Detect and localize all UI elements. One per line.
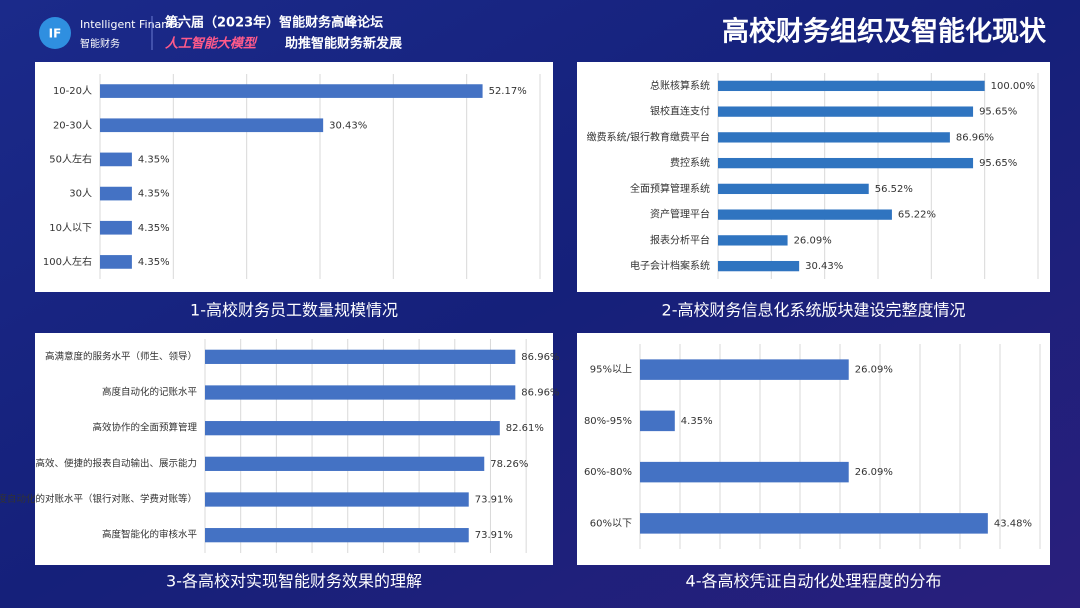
category-label: 高度自动化的对账水平（银行对账、学费对账等）: [0, 493, 197, 505]
value-label: 95.65%: [979, 107, 1017, 118]
bar: [205, 385, 516, 400]
category-label: 10人以下: [49, 222, 92, 234]
category-label: 60%以下: [590, 518, 632, 529]
slogan: 助推智能财务新发展: [285, 36, 403, 52]
bar: [718, 183, 869, 195]
bar: [718, 157, 974, 169]
value-label: 26.09%: [794, 235, 832, 246]
value-label: 86.96%: [521, 388, 559, 399]
category-label: 50人左右: [49, 152, 92, 165]
value-label: 43.48%: [994, 518, 1032, 529]
chart-caption: 2-高校财务信息化系统版块建设完整度情况: [662, 301, 966, 320]
category-label: 高效协作的全面预算管理: [92, 422, 197, 434]
bar: [718, 106, 974, 117]
bar: [100, 118, 324, 133]
bar: [640, 410, 675, 432]
category-label: 总账核算系统: [650, 79, 710, 92]
value-label: 65.22%: [898, 210, 936, 221]
bar: [640, 513, 988, 534]
value-label: 26.09%: [855, 467, 893, 478]
category-label: 100人左右: [43, 255, 92, 268]
value-label: 100.00%: [991, 81, 1036, 92]
category-label: 报表分析平台: [650, 233, 710, 246]
chart-caption: 3-各高校对实现智能财务效果的理解: [166, 572, 422, 591]
bar: [718, 80, 985, 92]
category-label: 电子会计档案系统: [630, 259, 710, 272]
bar: [718, 235, 788, 246]
category-label: 20-30人: [53, 119, 92, 131]
bar: [205, 528, 469, 543]
bar: [205, 492, 469, 507]
bar: [205, 349, 516, 364]
bar: [100, 186, 132, 201]
bar: [100, 255, 132, 269]
chart-panel: [577, 62, 1050, 292]
category-label: 高度自动化的记账水平: [102, 386, 198, 398]
value-label: 30.43%: [329, 120, 367, 131]
bar: [718, 209, 892, 220]
bar: [100, 220, 132, 235]
value-label: 4.35%: [138, 223, 170, 234]
value-label: 4.35%: [138, 154, 170, 165]
category-label: 全面预算管理系统: [630, 182, 710, 195]
category-label: 10-20人: [53, 85, 92, 97]
category-label: 60%-80%: [584, 467, 632, 478]
bar: [718, 132, 950, 143]
value-label: 73.91%: [475, 530, 513, 541]
category-label: 高满意度的服务水平（师生、领导）: [45, 350, 197, 362]
value-label: 4.35%: [138, 257, 170, 268]
value-label: 26.09%: [855, 365, 893, 376]
bar: [100, 84, 483, 98]
value-label: 4.35%: [681, 416, 713, 427]
category-label: 银校直连支付: [650, 105, 710, 118]
slogan-art: 人工智能大模型: [165, 36, 258, 52]
value-label: 86.96%: [956, 132, 994, 143]
category-label: 资产管理平台: [650, 208, 710, 221]
event-name: 第六届（2023年）智能财务高峰论坛: [165, 15, 383, 31]
value-label: 73.91%: [475, 495, 513, 506]
category-label: 30人: [69, 188, 92, 200]
brand-en: Intelligent Finance: [80, 18, 181, 31]
bar: [100, 152, 132, 167]
brand-cn: 智能财务: [80, 37, 120, 50]
value-label: 95.65%: [979, 158, 1017, 169]
bar: [640, 461, 849, 483]
value-label: 82.61%: [506, 423, 544, 434]
category-label: 高效、便捷的报表自动输出、展示能力: [35, 457, 197, 469]
chart-panel: [35, 333, 553, 565]
value-label: 56.52%: [875, 184, 913, 195]
logo: IF: [49, 27, 62, 41]
value-label: 30.43%: [805, 261, 843, 272]
bar: [640, 359, 849, 380]
category-label: 95%以上: [590, 364, 632, 376]
value-label: 78.26%: [490, 459, 528, 470]
category-label: 高度智能化的审核水平: [102, 529, 198, 541]
category-label: 缴费系统/银行教育缴费平台: [587, 130, 710, 143]
value-label: 52.17%: [489, 86, 527, 97]
bar: [205, 456, 485, 471]
category-label: 80%-95%: [584, 416, 632, 427]
slide-title: 高校财务组织及智能化现状: [722, 16, 1047, 48]
chart-caption: 4-各高校凭证自动化处理程度的分布: [686, 572, 942, 591]
bar: [205, 421, 500, 436]
logo-badge: [39, 17, 71, 49]
value-label: 86.96%: [521, 352, 559, 363]
bar: [718, 260, 800, 272]
value-label: 4.35%: [138, 189, 170, 200]
chart-caption: 1-高校财务员工数量规模情况: [190, 301, 398, 320]
category-label: 费控系统: [670, 156, 710, 169]
